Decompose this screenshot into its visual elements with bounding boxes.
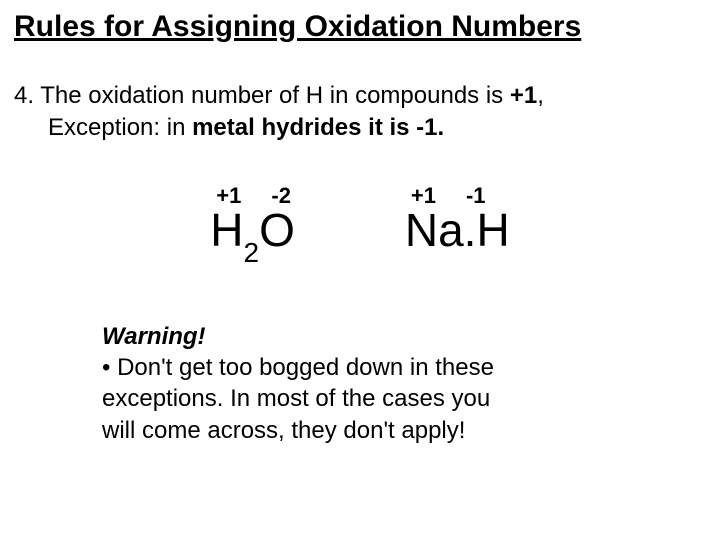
formula-text-nah: Na.H	[405, 207, 510, 253]
formula-text-h2o: H2O	[210, 207, 295, 261]
warning-title: Warning!	[102, 321, 606, 352]
formula-h2o-sub: 2	[244, 237, 260, 268]
formula-nah: +1 -1 Na.H	[405, 183, 510, 261]
formula-nah-part2: H	[476, 204, 509, 256]
rule-line-2: Exception: in metal hydrides it is -1.	[14, 112, 706, 144]
slide: Rules for Assigning Oxidation Numbers 4.…	[0, 0, 720, 540]
warning-line-3: will come across, they don't apply!	[102, 415, 606, 446]
rule-line-1: 4. The oxidation number of H in compound…	[14, 80, 706, 112]
formula-h2o-part2: O	[259, 204, 295, 256]
formulas-row: +1 -2 H2O +1 -1 Na.H	[14, 183, 706, 261]
warning-line-2: exceptions. In most of the cases you	[102, 383, 606, 414]
rule-text-2b: metal hydrides it is -1.	[192, 114, 444, 141]
rule-text-1c: ,	[537, 82, 544, 109]
rule-text-2a: Exception: in	[48, 114, 192, 141]
formula-h2o-part1: H	[210, 204, 243, 256]
formula-nah-part1: Na.	[405, 204, 477, 256]
warning-line-1: • Don't get too bogged down in these	[102, 352, 606, 383]
rule-number: 4.	[14, 82, 34, 109]
formula-h2o: +1 -2 H2O	[210, 183, 295, 261]
rule-text-1b: +1	[510, 82, 537, 109]
page-title: Rules for Assigning Oxidation Numbers	[14, 10, 706, 44]
warning-block: Warning! • Don't get too bogged down in …	[14, 321, 706, 446]
rule-text-1a: The oxidation number of H in compounds i…	[40, 82, 510, 109]
